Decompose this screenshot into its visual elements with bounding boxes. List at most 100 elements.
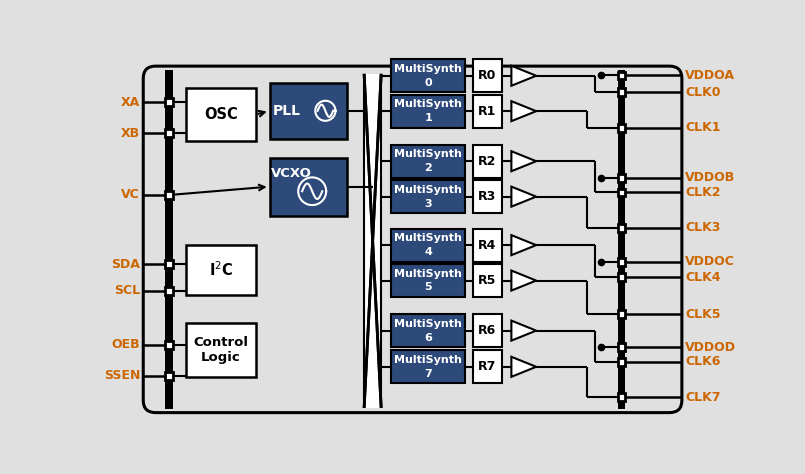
Bar — [617, 189, 625, 196]
Text: MultiSynth: MultiSynth — [394, 149, 462, 159]
Text: MultiSynth: MultiSynth — [394, 99, 462, 109]
Bar — [165, 260, 173, 268]
Text: R3: R3 — [478, 190, 497, 203]
Text: VC: VC — [122, 188, 140, 201]
Bar — [473, 314, 502, 347]
Bar — [617, 358, 625, 365]
Bar — [617, 70, 625, 409]
Text: CLK5: CLK5 — [685, 308, 720, 320]
Bar — [165, 341, 173, 349]
Text: MultiSynth: MultiSynth — [394, 319, 462, 328]
Polygon shape — [511, 151, 536, 171]
Text: 6: 6 — [424, 333, 432, 343]
Text: 7: 7 — [424, 369, 432, 379]
Bar — [165, 99, 173, 106]
Bar — [391, 264, 464, 297]
Polygon shape — [511, 235, 536, 255]
Bar — [165, 129, 173, 137]
Bar — [186, 323, 256, 377]
Text: CLK6: CLK6 — [685, 356, 720, 368]
Text: CLK4: CLK4 — [685, 271, 720, 283]
Bar — [473, 59, 502, 92]
Text: 2: 2 — [424, 163, 432, 173]
Polygon shape — [511, 66, 536, 86]
Bar — [473, 264, 502, 297]
Bar — [617, 174, 625, 182]
Text: CLK1: CLK1 — [685, 121, 720, 134]
Bar — [473, 350, 502, 383]
Bar — [391, 145, 464, 178]
Bar — [165, 70, 173, 409]
Bar — [473, 145, 502, 178]
Bar — [391, 228, 464, 262]
Bar — [270, 158, 347, 216]
Text: OEB: OEB — [112, 338, 140, 351]
FancyBboxPatch shape — [143, 66, 682, 413]
Polygon shape — [364, 74, 382, 408]
Bar — [165, 287, 173, 295]
Text: 1: 1 — [424, 113, 432, 123]
Text: CLK7: CLK7 — [685, 391, 720, 404]
Bar — [391, 314, 464, 347]
Text: VDDOD: VDDOD — [685, 341, 736, 354]
Bar — [617, 89, 625, 96]
Polygon shape — [511, 271, 536, 291]
Text: PLL: PLL — [273, 104, 300, 118]
Polygon shape — [511, 187, 536, 207]
Text: R0: R0 — [478, 69, 497, 82]
Text: Control
Logic: Control Logic — [193, 336, 248, 364]
Text: 3: 3 — [424, 199, 431, 209]
Bar — [617, 72, 625, 79]
Bar — [391, 59, 464, 92]
Bar — [617, 124, 625, 132]
Text: MultiSynth: MultiSynth — [394, 64, 462, 74]
Text: R7: R7 — [478, 360, 497, 374]
Bar — [270, 83, 347, 138]
Bar — [617, 310, 625, 318]
Bar — [391, 350, 464, 383]
Bar — [165, 191, 173, 199]
Text: MultiSynth: MultiSynth — [394, 355, 462, 365]
Polygon shape — [511, 357, 536, 377]
Bar — [617, 343, 625, 351]
Bar — [186, 89, 256, 141]
Text: R2: R2 — [478, 155, 497, 168]
Text: CLK0: CLK0 — [685, 86, 720, 99]
Text: MultiSynth: MultiSynth — [394, 269, 462, 279]
Text: XB: XB — [121, 127, 140, 140]
Text: VDDOA: VDDOA — [685, 69, 735, 82]
Bar — [186, 245, 256, 295]
Text: OSC: OSC — [204, 107, 237, 122]
Text: 5: 5 — [424, 283, 431, 292]
Text: 0: 0 — [424, 78, 431, 88]
Bar — [391, 95, 464, 128]
Bar — [617, 393, 625, 401]
Bar — [473, 228, 502, 262]
Text: R1: R1 — [478, 105, 497, 118]
Text: R5: R5 — [478, 274, 497, 287]
Text: VDDOB: VDDOB — [685, 171, 735, 184]
Bar — [391, 180, 464, 213]
Text: VCXO: VCXO — [270, 167, 312, 181]
Text: MultiSynth: MultiSynth — [394, 233, 462, 243]
Text: R4: R4 — [478, 238, 497, 252]
Bar — [473, 95, 502, 128]
Bar — [617, 224, 625, 232]
Text: R6: R6 — [478, 324, 497, 337]
Text: SDA: SDA — [111, 257, 140, 271]
Polygon shape — [511, 101, 536, 121]
Text: SCL: SCL — [114, 284, 140, 298]
Text: MultiSynth: MultiSynth — [394, 185, 462, 195]
Text: XA: XA — [121, 96, 140, 109]
Bar — [617, 258, 625, 265]
Text: CLK2: CLK2 — [685, 186, 720, 199]
Text: I$^2$C: I$^2$C — [208, 260, 233, 279]
Text: VDDOC: VDDOC — [685, 255, 735, 268]
Bar — [617, 273, 625, 281]
Text: SSEN: SSEN — [104, 369, 140, 382]
Polygon shape — [511, 320, 536, 341]
Bar — [165, 372, 173, 380]
Text: 4: 4 — [424, 247, 432, 257]
Bar — [473, 180, 502, 213]
Text: CLK3: CLK3 — [685, 221, 720, 234]
